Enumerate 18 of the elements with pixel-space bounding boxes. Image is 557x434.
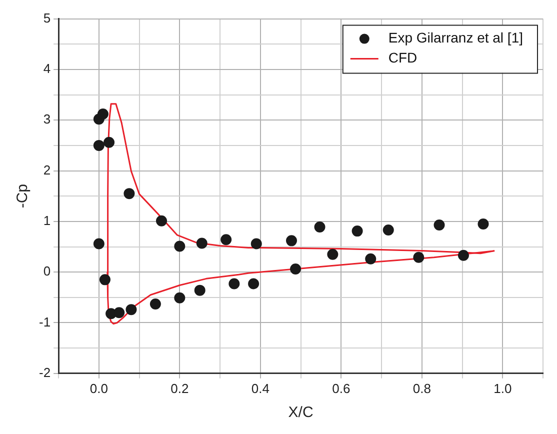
legend-label: CFD [388, 50, 418, 66]
y-tick-label: 4 [43, 61, 51, 76]
x-tick-label: 1.0 [494, 380, 512, 396]
y-axis-title: -Cp [14, 184, 32, 208]
x-tick-label: 0.8 [412, 380, 431, 396]
y-tick-label: 1 [43, 213, 51, 228]
x-tick-label: 0.2 [170, 380, 189, 396]
x-tick-label: 0.0 [90, 380, 108, 396]
x-axis-title: X/C [288, 404, 314, 422]
x-tick-label: 0.4 [251, 380, 270, 396]
y-tick-label: 3 [43, 112, 51, 127]
y-tick-label: 5 [43, 10, 51, 26]
y-tick-label: -2 [38, 364, 51, 380]
y-tick-label: 0 [43, 264, 51, 279]
y-tick-label: 2 [43, 162, 51, 178]
x-tick-label: 0.6 [332, 380, 350, 396]
legend-label: Exp Gilarranz et al [1] [388, 30, 524, 46]
y-tick-label: -1 [38, 314, 51, 330]
